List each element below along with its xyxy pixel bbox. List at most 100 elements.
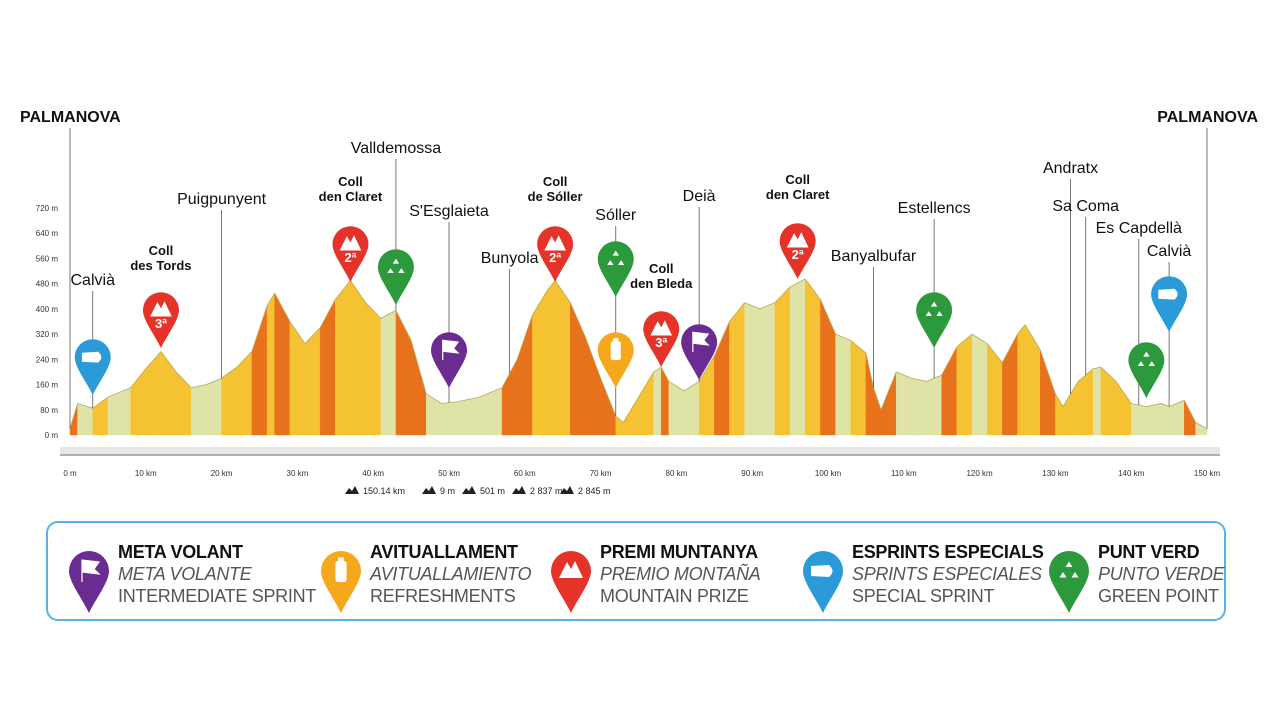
y-tick-label: 160 m	[36, 381, 59, 390]
x-tick-label: 30 km	[287, 469, 309, 478]
recycle-icon	[1137, 361, 1145, 367]
profile-segment	[733, 311, 738, 436]
climb-name: des Tords	[130, 258, 191, 273]
place-label: Valldemossa	[351, 140, 442, 157]
flag-icon	[692, 331, 710, 353]
recycle-icon	[1059, 572, 1067, 578]
profile-segment	[562, 290, 567, 436]
elevation-icon	[345, 486, 359, 494]
profile-segment	[752, 305, 757, 436]
profile-segment	[153, 355, 158, 436]
profile-segment	[661, 367, 666, 436]
profile-segment	[520, 337, 525, 436]
profile-segment	[354, 285, 359, 436]
profile-segment	[399, 317, 404, 436]
profile-segment	[486, 392, 491, 436]
profile-segment	[983, 340, 988, 436]
pin-shape	[332, 226, 369, 282]
profile-segment	[433, 398, 438, 436]
profile-segment	[206, 382, 211, 436]
profile-segment	[202, 384, 207, 436]
profile-segment	[183, 379, 188, 436]
profile-segment	[1077, 377, 1083, 436]
profile-segment	[691, 383, 696, 436]
x-tick-label: 80 km	[666, 469, 688, 478]
profile-segment	[960, 339, 965, 436]
place-label: S'Esglaieta	[409, 203, 489, 220]
profile-segment	[274, 293, 279, 436]
bottle-icon	[610, 341, 621, 361]
profile-segment	[441, 402, 446, 436]
profile-segment	[679, 388, 685, 436]
profile-segment	[445, 402, 450, 436]
profile-segment	[975, 336, 980, 436]
climb-name: de Sóller	[528, 189, 583, 204]
profile-segment	[717, 338, 723, 436]
profile-segment	[903, 374, 908, 436]
x-tick-label: 70 km	[590, 469, 612, 478]
intermediate-sprint-pin-icon	[69, 551, 109, 613]
profile-segment	[293, 326, 298, 436]
marker-mountain-prize: 2ª	[332, 226, 369, 282]
marker-mountain-prize: 2ª	[537, 226, 574, 282]
bottle-cap-icon	[613, 337, 619, 342]
profile-segment	[1028, 330, 1033, 436]
profile-segment	[1100, 366, 1105, 436]
place-label: Puigpunyent	[177, 191, 267, 208]
marker-green-point	[916, 292, 953, 348]
profile-segment	[805, 278, 810, 436]
x-tick-label: 120 km	[966, 469, 993, 478]
pin-shape	[69, 551, 109, 613]
profile-segment	[221, 375, 226, 436]
profile-segment	[577, 319, 582, 436]
place-label: Deià	[683, 188, 716, 205]
place-label: Calvià	[71, 272, 116, 289]
profile-segment	[448, 402, 453, 436]
x-tick-label: 40 km	[362, 469, 384, 478]
profile-segment	[899, 373, 904, 436]
recycle-icon	[392, 258, 400, 264]
profile-segment	[346, 279, 351, 436]
legend-text: META VOLANT META VOLANTE INTERMEDIATE SPRI…	[118, 541, 316, 607]
profile-segment	[846, 338, 851, 436]
y-tick-label: 240 m	[36, 355, 59, 364]
profile-segment	[1009, 341, 1014, 436]
marker-green-point	[377, 249, 414, 305]
profile-outline	[69, 278, 1208, 430]
profile-segment	[316, 327, 321, 436]
profile-segment	[933, 376, 939, 436]
pin-shape	[74, 339, 111, 395]
profile-segment	[1002, 355, 1007, 436]
profile-segment	[456, 400, 461, 436]
climb-name: Coll	[785, 172, 810, 187]
profile-segment	[831, 325, 836, 436]
profile-segment	[164, 355, 169, 436]
profile-segment	[581, 328, 586, 436]
x-tick-label: 140 km	[1118, 469, 1145, 478]
profile-segment	[498, 387, 503, 436]
profile-segment	[410, 340, 416, 436]
profile-segment	[323, 313, 328, 436]
route-stat: 2 837 m	[530, 486, 563, 496]
profile-segment	[770, 302, 776, 436]
place-labels: Calvià Puigpunyent Valldemossa S'Esglaieta B…	[71, 140, 1192, 289]
profile-segment	[539, 295, 544, 436]
profile-segment	[384, 314, 389, 436]
elevation-icon	[462, 486, 476, 494]
profile-segment	[437, 400, 442, 436]
profile-segment	[892, 371, 897, 436]
profile-segment	[130, 382, 135, 436]
x-tick-label: 130 km	[1042, 469, 1069, 478]
profile-segment	[664, 374, 670, 436]
profile-segment	[388, 312, 393, 436]
profile-segment	[971, 333, 977, 436]
profile-segment	[1085, 371, 1090, 436]
profile-segment	[149, 359, 154, 436]
profile-segment	[100, 399, 105, 436]
profile-segment	[896, 371, 901, 436]
profile-segment	[460, 400, 465, 436]
profile-segment	[649, 371, 654, 436]
profile-segment	[270, 292, 275, 436]
legend-label-es: PUNTO VERDE	[1098, 564, 1225, 584]
profile-segment	[1017, 328, 1022, 436]
